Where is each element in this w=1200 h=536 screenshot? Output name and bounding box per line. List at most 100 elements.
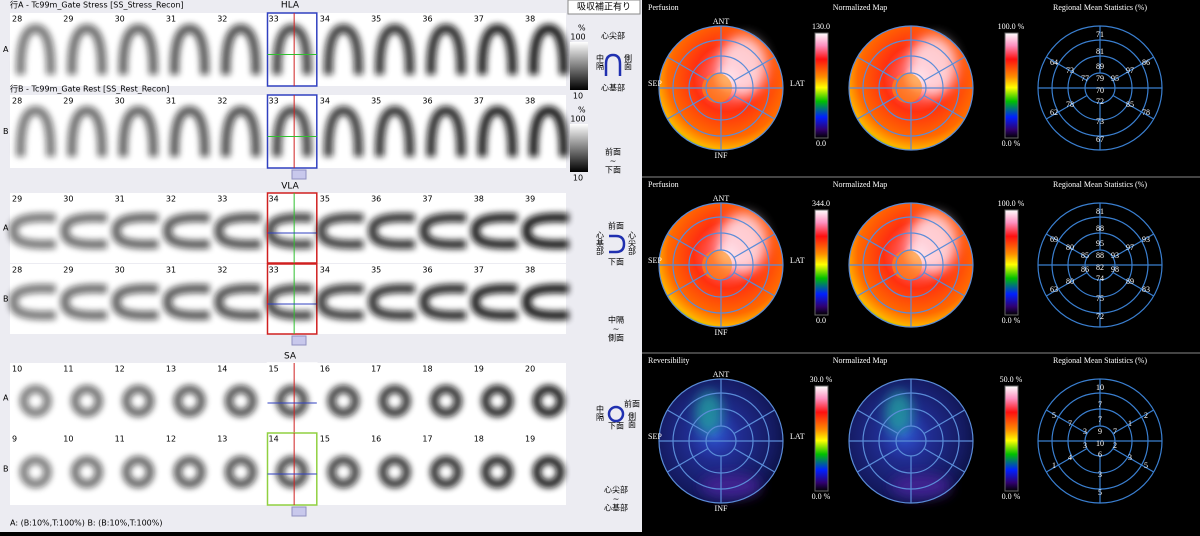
slice-number-bg xyxy=(164,96,178,105)
segment-value: 83 xyxy=(1142,285,1150,294)
segment-value: 95 xyxy=(1111,74,1119,83)
segment-value: 89 xyxy=(1096,62,1104,71)
slice-number: 35 xyxy=(371,266,381,275)
slice-number-bg xyxy=(11,265,24,274)
stats-title: Regional Mean Statistics (%) xyxy=(1053,180,1147,189)
slice-image xyxy=(221,105,261,157)
slice-number: 32 xyxy=(217,266,227,275)
myocardium xyxy=(368,284,416,320)
slice-number: 28 xyxy=(12,15,22,24)
slice-number-bg xyxy=(113,14,127,23)
myocardium xyxy=(470,284,518,320)
slice-number: 19 xyxy=(474,365,484,374)
slice-number-bg xyxy=(62,194,76,203)
map-title: Normalized Map xyxy=(833,3,887,12)
myocardium xyxy=(16,105,56,157)
slice-number-bg xyxy=(524,96,537,105)
segment-value: 7 xyxy=(1098,415,1102,424)
slice-image xyxy=(532,385,565,417)
slice-number: 32 xyxy=(166,195,176,204)
segment-value: 7 xyxy=(1068,419,1072,428)
myocardium xyxy=(481,456,514,488)
direction-sep: SEP xyxy=(648,79,662,88)
myocardium xyxy=(173,456,206,488)
slice-number: 18 xyxy=(422,365,432,374)
slice-image xyxy=(375,105,415,157)
slice-image xyxy=(16,105,56,157)
slice-number: 15 xyxy=(320,435,330,444)
row-label: B xyxy=(3,127,9,136)
slice-image xyxy=(368,213,416,249)
myocardium xyxy=(375,105,415,157)
slice-number-bg xyxy=(421,14,435,23)
stats-title: Regional Mean Statistics (%) xyxy=(1053,3,1147,12)
slice-number-bg xyxy=(216,194,230,203)
myocardium xyxy=(426,105,466,157)
slice-number: 35 xyxy=(371,97,381,106)
slice-slider[interactable] xyxy=(291,335,307,346)
direction-sep: SEP xyxy=(648,432,662,441)
slice-number: 37 xyxy=(474,266,484,275)
uptake-patch xyxy=(891,474,951,498)
selected-slice xyxy=(266,12,318,87)
selected-slice xyxy=(266,192,318,264)
slice-image xyxy=(265,213,313,249)
slice-image xyxy=(426,23,466,75)
slice-image xyxy=(470,284,518,320)
slice-number-bg xyxy=(113,265,127,274)
slice-number: 32 xyxy=(217,97,227,106)
slice-number: 36 xyxy=(371,195,381,204)
myocardium xyxy=(522,213,569,249)
slice-image xyxy=(118,23,158,75)
slice-image xyxy=(477,23,517,75)
slice-number: 28 xyxy=(12,266,22,275)
slice-number: 33 xyxy=(269,266,279,275)
image-strip xyxy=(10,193,566,263)
color-bar xyxy=(1004,209,1019,316)
orientation-label: 心尖部 xyxy=(628,231,637,256)
polar-spoke xyxy=(923,56,965,82)
segment-value: 95 xyxy=(1096,239,1104,248)
myocardium xyxy=(265,213,313,249)
scale-min: 0.0 xyxy=(816,139,826,148)
slice-number-bg xyxy=(421,96,435,105)
slice-number: 13 xyxy=(166,365,176,374)
polar-spoke xyxy=(667,271,709,297)
myocardium xyxy=(426,23,466,75)
slice-image xyxy=(265,284,313,320)
myocardium xyxy=(67,105,107,157)
orientation-label: 中隔 xyxy=(596,404,605,422)
scale-min: 0.0 % xyxy=(812,492,831,501)
myocardium xyxy=(368,213,416,249)
direction-ant: ANT xyxy=(713,370,730,379)
segment-value: 1 xyxy=(1052,461,1056,470)
row-label: A xyxy=(3,45,9,54)
uptake-patch xyxy=(909,213,957,273)
slice-slider[interactable] xyxy=(291,169,307,180)
slice-number: 16 xyxy=(320,365,330,374)
slice-number-bg xyxy=(267,364,281,373)
slice-number-bg xyxy=(11,96,24,105)
scale-max: 100 xyxy=(570,115,585,124)
slice-number: 37 xyxy=(422,195,432,204)
slice-number: 39 xyxy=(525,195,535,204)
segment-value: 77 xyxy=(1081,74,1089,83)
slice-number-bg xyxy=(318,364,332,373)
slice-number-bg xyxy=(216,96,230,105)
myocardium xyxy=(522,284,569,320)
orientation-label: 下面 xyxy=(608,422,624,431)
orientation-label: 心基部 xyxy=(596,231,605,256)
slice-image xyxy=(272,23,312,75)
scale-max: 130.0 xyxy=(812,22,830,31)
myocardium xyxy=(532,456,565,488)
slice-number: 30 xyxy=(115,97,125,106)
color-bar xyxy=(814,385,829,492)
slice-image xyxy=(111,213,159,249)
slice-slider[interactable] xyxy=(291,506,307,517)
myocardium xyxy=(67,23,107,75)
segment-value: 70 xyxy=(1096,86,1104,95)
slice-number: 31 xyxy=(166,97,176,106)
slice-number-bg xyxy=(267,265,281,274)
polar-spoke xyxy=(733,447,775,473)
slice-number-bg xyxy=(62,265,76,274)
